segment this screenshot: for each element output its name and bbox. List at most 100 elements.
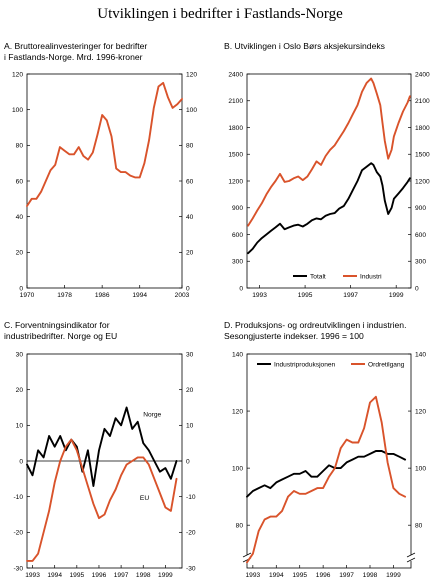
y-tick-label-right: 300 xyxy=(415,259,426,266)
series-line xyxy=(26,438,178,562)
x-tick-label: 1993 xyxy=(246,572,261,579)
chart-title-line: D. Produksjons- og ordreutviklingen i in… xyxy=(224,320,406,330)
series-line xyxy=(26,81,183,207)
y-tick-label-right: 0 xyxy=(415,285,419,292)
plot-frame xyxy=(246,73,412,289)
plot-frame xyxy=(246,353,412,569)
chart-title-line: A. Bruttorealinvesteringer for bedrifter xyxy=(4,41,147,51)
y-tick-label-left: -30 xyxy=(13,565,23,572)
y-tick-label-left: 1200 xyxy=(228,178,243,185)
x-tick-label: 1997 xyxy=(339,572,354,579)
y-tick-label-right: 140 xyxy=(415,351,426,358)
x-tick-label: 1999 xyxy=(389,292,404,299)
x-tick-label: 1996 xyxy=(316,572,331,579)
x-tick-label: 1995 xyxy=(69,572,84,579)
y-tick-label-right: 20 xyxy=(186,250,194,257)
legend-label: Industriproduksjonen xyxy=(274,361,336,368)
y-tick-label-left: 80 xyxy=(16,143,24,150)
y-tick-label-right: 900 xyxy=(415,205,426,212)
y-tick-label-left: 0 xyxy=(239,285,243,292)
chart-title-line: B. Utviklingen i Oslo Børs aksjekursinde… xyxy=(224,41,385,51)
y-tick-label-right: 120 xyxy=(415,408,426,415)
y-tick-label-right: 10 xyxy=(186,423,194,430)
y-tick-label-left: 40 xyxy=(16,214,24,221)
axis-break-gap xyxy=(407,555,415,561)
page-title: Utviklingen i bedrifter i Fastlands-Norg… xyxy=(97,6,343,22)
x-tick-label: 1986 xyxy=(95,292,110,299)
y-tick-label-right: -20 xyxy=(186,530,196,537)
x-tick-label: 1978 xyxy=(57,292,72,299)
y-tick-label-right: 1200 xyxy=(415,178,430,185)
x-tick-label: 1998 xyxy=(363,572,378,579)
y-tick-label-right: 2400 xyxy=(415,71,430,78)
y-tick-label-right: 1800 xyxy=(415,125,430,132)
x-tick-label: 1999 xyxy=(158,572,173,579)
x-tick-label: 1998 xyxy=(136,572,151,579)
axis-break-mark xyxy=(406,552,416,558)
y-tick-label-left: 0 xyxy=(19,458,23,465)
y-tick-label-left: 10 xyxy=(16,423,24,430)
y-tick-label-left: 20 xyxy=(16,250,24,257)
y-tick-label-right: -30 xyxy=(186,565,196,572)
y-tick-label-left: 1800 xyxy=(228,125,243,132)
x-tick-label: 1994 xyxy=(132,292,147,299)
y-tick-label-left: 1500 xyxy=(228,152,243,159)
y-tick-label-right: 40 xyxy=(186,214,194,221)
x-tick-label: 1997 xyxy=(114,572,129,579)
x-tick-label: 1970 xyxy=(20,292,35,299)
chart-title-line: i Fastlands-Norge. Mrd. 1996-kroner xyxy=(4,52,143,62)
y-tick-label-right: 0 xyxy=(186,458,190,465)
series-label-eu: EU xyxy=(140,495,149,502)
y-tick-label-left: 600 xyxy=(232,232,243,239)
y-tick-label-right: 100 xyxy=(186,107,197,114)
y-tick-label-left: 100 xyxy=(12,107,23,114)
y-tick-label-left: 300 xyxy=(232,259,243,266)
y-tick-label-left: 2100 xyxy=(228,98,243,105)
y-tick-label-right: 100 xyxy=(415,465,426,472)
y-tick-label-left: 140 xyxy=(232,351,243,358)
chart-panel-c: C. Forventningsindikator for industribed… xyxy=(4,320,196,579)
y-tick-label-left: 2400 xyxy=(228,71,243,78)
y-tick-label-right: -10 xyxy=(186,494,196,501)
x-tick-label: 1995 xyxy=(298,292,313,299)
x-tick-label: 2003 xyxy=(175,292,190,299)
series-line xyxy=(246,450,407,498)
series-label-norge: Norge xyxy=(143,411,161,418)
x-tick-label: 1999 xyxy=(386,572,401,579)
series-line xyxy=(247,77,411,227)
x-tick-label: 1996 xyxy=(92,572,107,579)
chart-panel-b: B. Utviklingen i Oslo Børs aksjekursinde… xyxy=(224,41,430,299)
series-line xyxy=(246,395,407,564)
y-tick-label-right: 1500 xyxy=(415,152,430,159)
legend-label: Ordretilgang xyxy=(368,361,405,368)
y-tick-label-right: 120 xyxy=(186,71,197,78)
y-tick-label-left: 80 xyxy=(236,523,244,530)
x-tick-label: 1994 xyxy=(269,572,284,579)
x-tick-label: 1994 xyxy=(47,572,62,579)
y-tick-label-right: 600 xyxy=(415,232,426,239)
series-line xyxy=(26,406,178,487)
y-tick-label-right: 30 xyxy=(186,351,194,358)
x-tick-label: 1993 xyxy=(25,572,40,579)
y-tick-label-left: 0 xyxy=(19,285,23,292)
chart-panel-d: D. Produksjons- og ordreutviklingen i in… xyxy=(224,320,426,579)
y-tick-label-left: -10 xyxy=(13,494,23,501)
y-tick-label-right: 0 xyxy=(186,285,190,292)
chart-title-line: industribedrifter. Norge og EU xyxy=(4,331,117,341)
y-tick-label-left: 120 xyxy=(232,408,243,415)
y-tick-label-right: 80 xyxy=(186,143,194,150)
legend-label: Totalt xyxy=(310,273,326,280)
chart-title-line: C. Forventningsindikator for xyxy=(4,320,110,330)
axis-break-mark xyxy=(242,552,252,558)
x-tick-label: 1995 xyxy=(292,572,307,579)
x-tick-label: 1997 xyxy=(343,292,358,299)
axis-break-mark xyxy=(406,557,416,563)
y-tick-label-left: 20 xyxy=(16,387,24,394)
plot-frame xyxy=(26,73,183,289)
series-line xyxy=(247,162,411,255)
axis-break-gap xyxy=(243,555,251,561)
y-tick-label-left: 60 xyxy=(16,178,24,185)
y-tick-label-left: 120 xyxy=(12,71,23,78)
y-tick-label-right: 80 xyxy=(415,523,423,530)
